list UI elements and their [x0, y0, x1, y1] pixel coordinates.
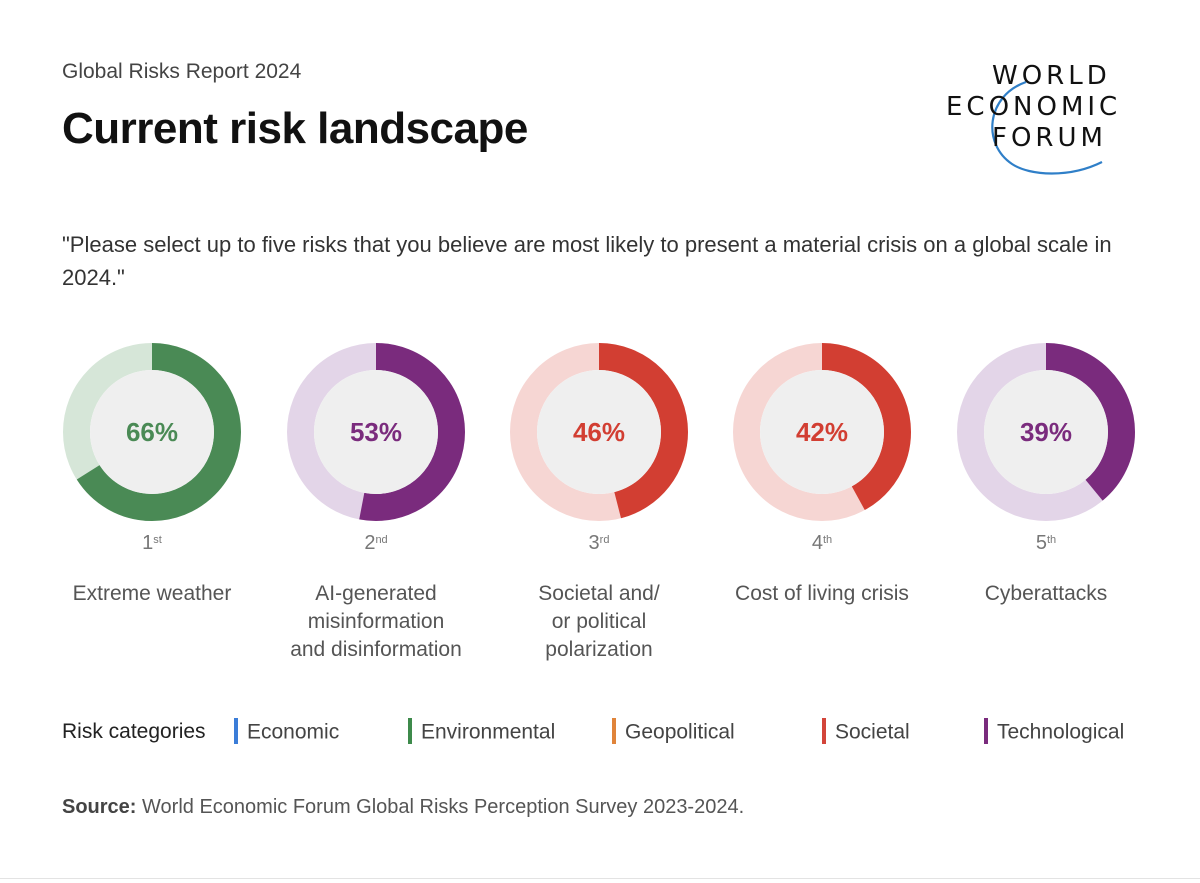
donut-center-3 — [537, 370, 661, 494]
risk-label-line: Cost of living crisis — [735, 582, 909, 605]
risk-label-line: and disinformation — [290, 638, 462, 661]
legend-label-environmental: Environmental — [421, 720, 556, 744]
donut-chart-4: 42% 4th Cost of living crisis — [712, 340, 932, 608]
rank-label-1: 1st — [42, 532, 262, 558]
rank-number-2: 2 — [364, 532, 376, 554]
legend-swatch-geopolitical — [612, 718, 616, 744]
logo-line-1: WORLD — [992, 61, 1111, 91]
source-text: World Economic Forum Global Risks Percep… — [136, 796, 745, 818]
rank-label-4: 4th — [712, 532, 932, 558]
rank-suffix-3: rd — [599, 534, 610, 546]
rank-suffix-2: nd — [375, 534, 388, 546]
risk-label-line: Cyberattacks — [984, 582, 1108, 605]
donut-svg-3: 46% — [510, 343, 688, 521]
donut-svg-4: 42% — [733, 343, 911, 521]
legend-label-societal: Societal — [835, 720, 910, 744]
donut-value-label-2: 53% — [350, 417, 402, 447]
donut-chart-5: 39% 5th Cyberattacks — [936, 340, 1156, 608]
risk-label-line: misinformation — [307, 610, 445, 633]
donut-svg-2: 53% — [287, 343, 465, 521]
rank-number-3: 3 — [588, 532, 600, 554]
donut-arc-1 — [63, 343, 241, 521]
legend-label-geopolitical: Geopolitical — [625, 720, 735, 744]
legend-label-economic: Economic — [247, 720, 340, 744]
wef-logo: WORLD ECONOMIC FORUM — [946, 61, 1121, 175]
rank-label-5: 5th — [936, 532, 1156, 558]
survey-question: "Please select up to five risks that you… — [62, 232, 1112, 290]
donut-chart-3: 46% 3rd Societal and/or political polarizat… — [489, 340, 709, 664]
donut-value-label-3: 46% — [573, 417, 625, 447]
risk-label-5: Cyberattacks — [936, 580, 1156, 608]
report-subtitle: Global Risks Report 2024 — [62, 60, 302, 83]
legend-swatch-environmental — [408, 718, 412, 744]
legend-swatch-economic — [234, 718, 238, 744]
legend-item-societal: Societal — [822, 718, 910, 746]
rank-number-1: 1 — [142, 532, 154, 554]
donut-center-2 — [314, 370, 438, 494]
source-label: Source: — [62, 796, 137, 818]
donut-center-1 — [90, 370, 214, 494]
donut-chart-1: 66% 1st Extreme weather — [42, 340, 262, 608]
rank-label-2: 2nd — [266, 532, 486, 558]
risk-label-4: Cost of living crisis — [712, 580, 932, 608]
rank-number-5: 5 — [1035, 532, 1047, 554]
risk-label-2: AI-generated misinformation and disinforma… — [266, 580, 486, 664]
risk-label-line: or political — [551, 610, 647, 633]
donut-value-label-4: 42% — [796, 417, 848, 447]
risk-label-line: AI-generated — [315, 582, 437, 605]
donut-chart-2: 53% 2nd AI-generated misinformation and disi… — [266, 340, 486, 664]
legend-label-technological: Technological — [997, 720, 1125, 744]
donut-value-label-1: 66% — [126, 417, 178, 447]
logo-line-2: ECONOMIC — [946, 92, 1121, 122]
donut-svg-5: 39% — [957, 343, 1135, 521]
risk-label-line: polarization — [545, 638, 653, 661]
risk-label-1: Extreme weather — [42, 580, 262, 608]
rank-number-4: 4 — [811, 532, 823, 554]
legend-swatch-technological — [984, 718, 988, 744]
legend-item-geopolitical: Geopolitical — [612, 718, 735, 746]
legend-item-environmental: Environmental — [408, 718, 556, 746]
donut-arc-2 — [287, 343, 465, 521]
risk-label-line: Societal and/ — [538, 582, 660, 605]
risk-label-line: Extreme weather — [72, 582, 232, 605]
donut-arc-3 — [510, 343, 688, 521]
donut-center-4 — [760, 370, 884, 494]
legend-title: Risk categories — [62, 720, 206, 743]
logo-line-3: FORUM — [992, 123, 1107, 153]
donut-svg-1: 66% — [63, 343, 241, 521]
risk-label-3: Societal and/or political polarization — [489, 580, 709, 664]
rank-label-3: 3rd — [489, 532, 709, 558]
donut-arc-5 — [957, 343, 1135, 521]
legend: Risk categories Economic Environmental G… — [62, 716, 1162, 752]
donut-arc-4 — [733, 343, 911, 521]
donut-charts: 66% 1st Extreme weather 53% 2nd AI-generated m… — [0, 340, 1200, 680]
rank-suffix-4: th — [822, 534, 833, 546]
rank-suffix-1: st — [153, 534, 162, 546]
legend-item-technological: Technological — [984, 718, 1125, 746]
legend-item-economic: Economic — [234, 718, 340, 746]
legend-swatch-societal — [822, 718, 826, 744]
donut-center-5 — [984, 370, 1108, 494]
rank-suffix-5: th — [1046, 534, 1057, 546]
bottom-divider — [0, 878, 1200, 879]
page-title: Current risk landscape — [62, 104, 528, 153]
donut-value-label-5: 39% — [1020, 417, 1072, 447]
source-note: Source: World Economic Forum Global Risk… — [62, 796, 744, 819]
